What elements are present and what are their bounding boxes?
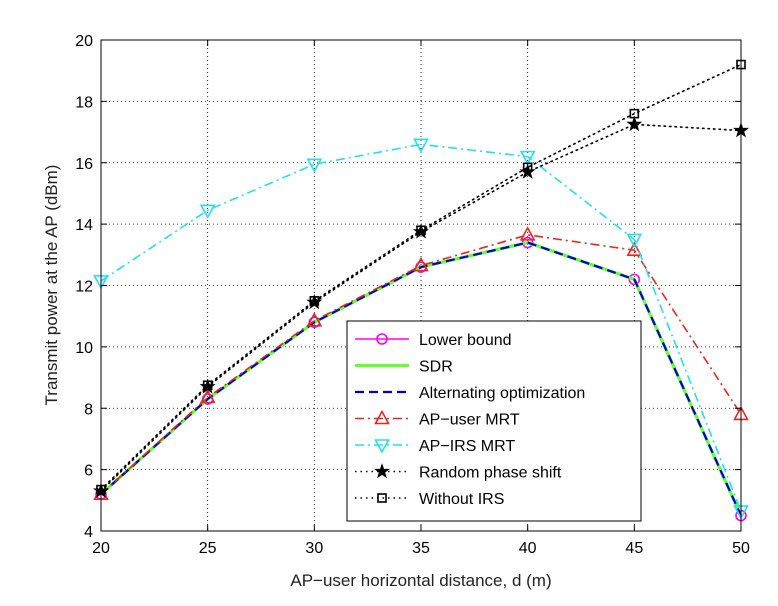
legend-item: Without IRS <box>355 491 504 508</box>
data-point <box>416 225 426 236</box>
y-tick-label: 18 <box>75 94 93 111</box>
y-tick-label: 12 <box>75 279 93 296</box>
series-line <box>100 63 742 491</box>
legend-item: Alternating optimization <box>355 385 585 402</box>
legend-marker <box>374 463 390 479</box>
legend-label: Without IRS <box>419 491 504 508</box>
data-point <box>626 115 643 132</box>
legend-label: Lower bound <box>419 332 512 349</box>
series-layer <box>93 59 749 522</box>
legend-item: AP−user MRT <box>355 409 520 429</box>
x-tick-label: 40 <box>519 540 537 557</box>
data-point <box>199 204 216 219</box>
data-point <box>522 162 533 173</box>
legend-item: SDR <box>355 359 453 376</box>
legend-item: Random phase shift <box>355 463 562 482</box>
legend-marker <box>374 409 390 425</box>
data-point <box>628 273 641 286</box>
data-point <box>306 158 323 173</box>
data-point <box>626 233 643 249</box>
y-tick-label: 6 <box>84 463 93 480</box>
legend-marker <box>376 333 388 345</box>
axis-ticks: 20 25 30 35 40 45 50 4 6 8 10 12 14 16 18 20 <box>75 33 750 557</box>
legend-item: AP−IRS MRT <box>355 438 515 455</box>
legend-label: SDR <box>419 359 453 376</box>
legend: Lower bound SDR Alternating optimization AP… <box>346 320 642 522</box>
x-tick-label: 45 <box>625 540 643 557</box>
legend-marker <box>377 493 387 503</box>
y-tick-label: 16 <box>75 156 93 173</box>
x-tick-label: 35 <box>412 540 430 557</box>
data-point <box>519 226 536 241</box>
legend-label: Alternating optimization <box>419 385 585 402</box>
x-tick-label: 30 <box>305 540 323 557</box>
data-point <box>306 312 323 327</box>
legend-label: AP−IRS MRT <box>419 438 515 455</box>
y-tick-label: 4 <box>84 524 93 541</box>
series-line <box>100 143 742 512</box>
data-point <box>413 138 429 154</box>
y-axis-label: Transmit power at the AP (dBm) <box>42 165 61 406</box>
series-line <box>100 234 742 495</box>
data-point <box>202 380 213 391</box>
data-point <box>199 388 216 404</box>
legend-item: Lower bound <box>355 332 512 349</box>
x-axis-label: AP−user horizontal distance, d (m) <box>290 571 551 590</box>
y-tick-label: 14 <box>75 217 93 234</box>
series-2 <box>100 241 743 517</box>
data-point <box>519 150 536 166</box>
data-point <box>626 241 643 257</box>
legend-label: Random phase shift <box>419 465 562 482</box>
data-point <box>413 256 429 272</box>
y-tick-label: 20 <box>75 33 93 50</box>
legend-label: AP−user MRT <box>419 412 520 429</box>
y-tick-label: 10 <box>75 340 93 357</box>
x-tick-label: 50 <box>732 540 750 557</box>
legend-box <box>346 320 642 522</box>
y-tick-label: 8 <box>84 401 93 418</box>
data-point <box>309 296 320 306</box>
series-line <box>100 241 743 517</box>
x-tick-label: 25 <box>199 540 217 557</box>
x-tick-label: 20 <box>92 540 110 557</box>
data-point <box>629 108 640 119</box>
legend-marker <box>374 439 390 454</box>
